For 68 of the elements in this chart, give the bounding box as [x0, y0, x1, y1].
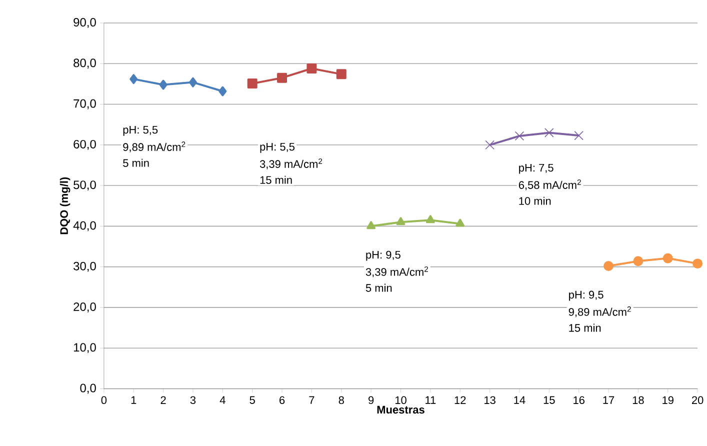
- point: [159, 80, 168, 90]
- y-tick-label: 50,0: [74, 180, 96, 191]
- point: [277, 72, 288, 83]
- point: [574, 131, 584, 140]
- x-axis-title: Muestras: [377, 406, 424, 414]
- x-tick-label: 20: [692, 396, 704, 404]
- annotation: 5 min: [366, 284, 392, 292]
- x-tick-label: 0: [101, 396, 107, 404]
- point: [426, 215, 435, 224]
- point: [306, 64, 317, 74]
- x-tick-label: 1: [131, 396, 136, 404]
- annotation: pH: 9,5: [366, 250, 400, 261]
- y-axis-title: DQO (mg/l): [60, 178, 70, 234]
- y-tick-label: 60,0: [74, 140, 96, 150]
- y-tick-label: 90,0: [74, 18, 96, 28]
- x-tick-label: 16: [574, 396, 584, 404]
- annotation: 3,39 mA/cm$^{2}$: [366, 266, 428, 278]
- y-tick-label: 40,0: [73, 221, 96, 232]
- x-tick-label: 3: [190, 396, 196, 404]
- point: [692, 258, 703, 269]
- y-tick-label: 20,0: [74, 302, 96, 313]
- y-tick-label: 80,0: [74, 58, 96, 69]
- x-tick-label: 14: [514, 396, 526, 404]
- annotation: 9,89 mA/cm$^{2}$: [123, 142, 186, 152]
- point: [544, 128, 554, 138]
- x-tick-label: 6: [280, 396, 285, 404]
- point: [188, 77, 197, 88]
- point: [633, 256, 644, 266]
- x-tick-label: 2: [160, 396, 166, 404]
- x-tick-label: 7: [309, 396, 314, 404]
- x-tick-label: 10: [395, 396, 406, 404]
- point: [130, 74, 138, 84]
- annotation: pH: 7,5: [519, 164, 554, 174]
- point: [366, 221, 376, 230]
- x-tick-label: 11: [426, 396, 436, 404]
- point: [604, 261, 614, 272]
- annotation: 3,39 mA/cm$^{2}$: [260, 158, 322, 170]
- x-tick-label: 5: [250, 396, 255, 404]
- x-tick-label: 9: [368, 396, 374, 404]
- point: [456, 218, 465, 227]
- annotation: 9,89 mA/cm$^{2}$: [568, 306, 631, 318]
- x-tick-label: 15: [544, 396, 555, 404]
- y-tick-label: 10,0: [74, 343, 96, 354]
- point: [514, 131, 524, 141]
- y-tick-label: 30,0: [74, 262, 96, 272]
- point: [662, 253, 673, 264]
- annotation: pH: 5,5: [260, 143, 295, 153]
- y-tick-label: 70,0: [74, 99, 96, 110]
- point: [485, 140, 494, 150]
- annotation: 10 min: [519, 196, 551, 206]
- x-tick-label: 17: [603, 396, 614, 404]
- annotation: 5 min: [123, 158, 149, 168]
- annotation: pH: 5,5: [123, 126, 158, 136]
- point: [396, 217, 406, 226]
- x-tick-label: 19: [662, 396, 674, 404]
- point: [336, 69, 346, 80]
- annotation: pH: 9,5: [569, 290, 604, 301]
- point: [218, 86, 227, 96]
- y-tick-label: 0,0: [80, 384, 96, 394]
- x-tick-label: 12: [454, 396, 466, 404]
- x-tick-label: 18: [632, 396, 644, 404]
- point: [247, 78, 258, 89]
- annotation: 6,58 mA/cm$^{2}$: [518, 180, 581, 190]
- annotation: 15 min: [569, 324, 601, 332]
- x-tick-label: 8: [338, 396, 344, 404]
- x-tick-label: 4: [220, 396, 226, 404]
- x-tick-label: 13: [484, 396, 496, 404]
- annotation: 15 min: [260, 176, 292, 184]
